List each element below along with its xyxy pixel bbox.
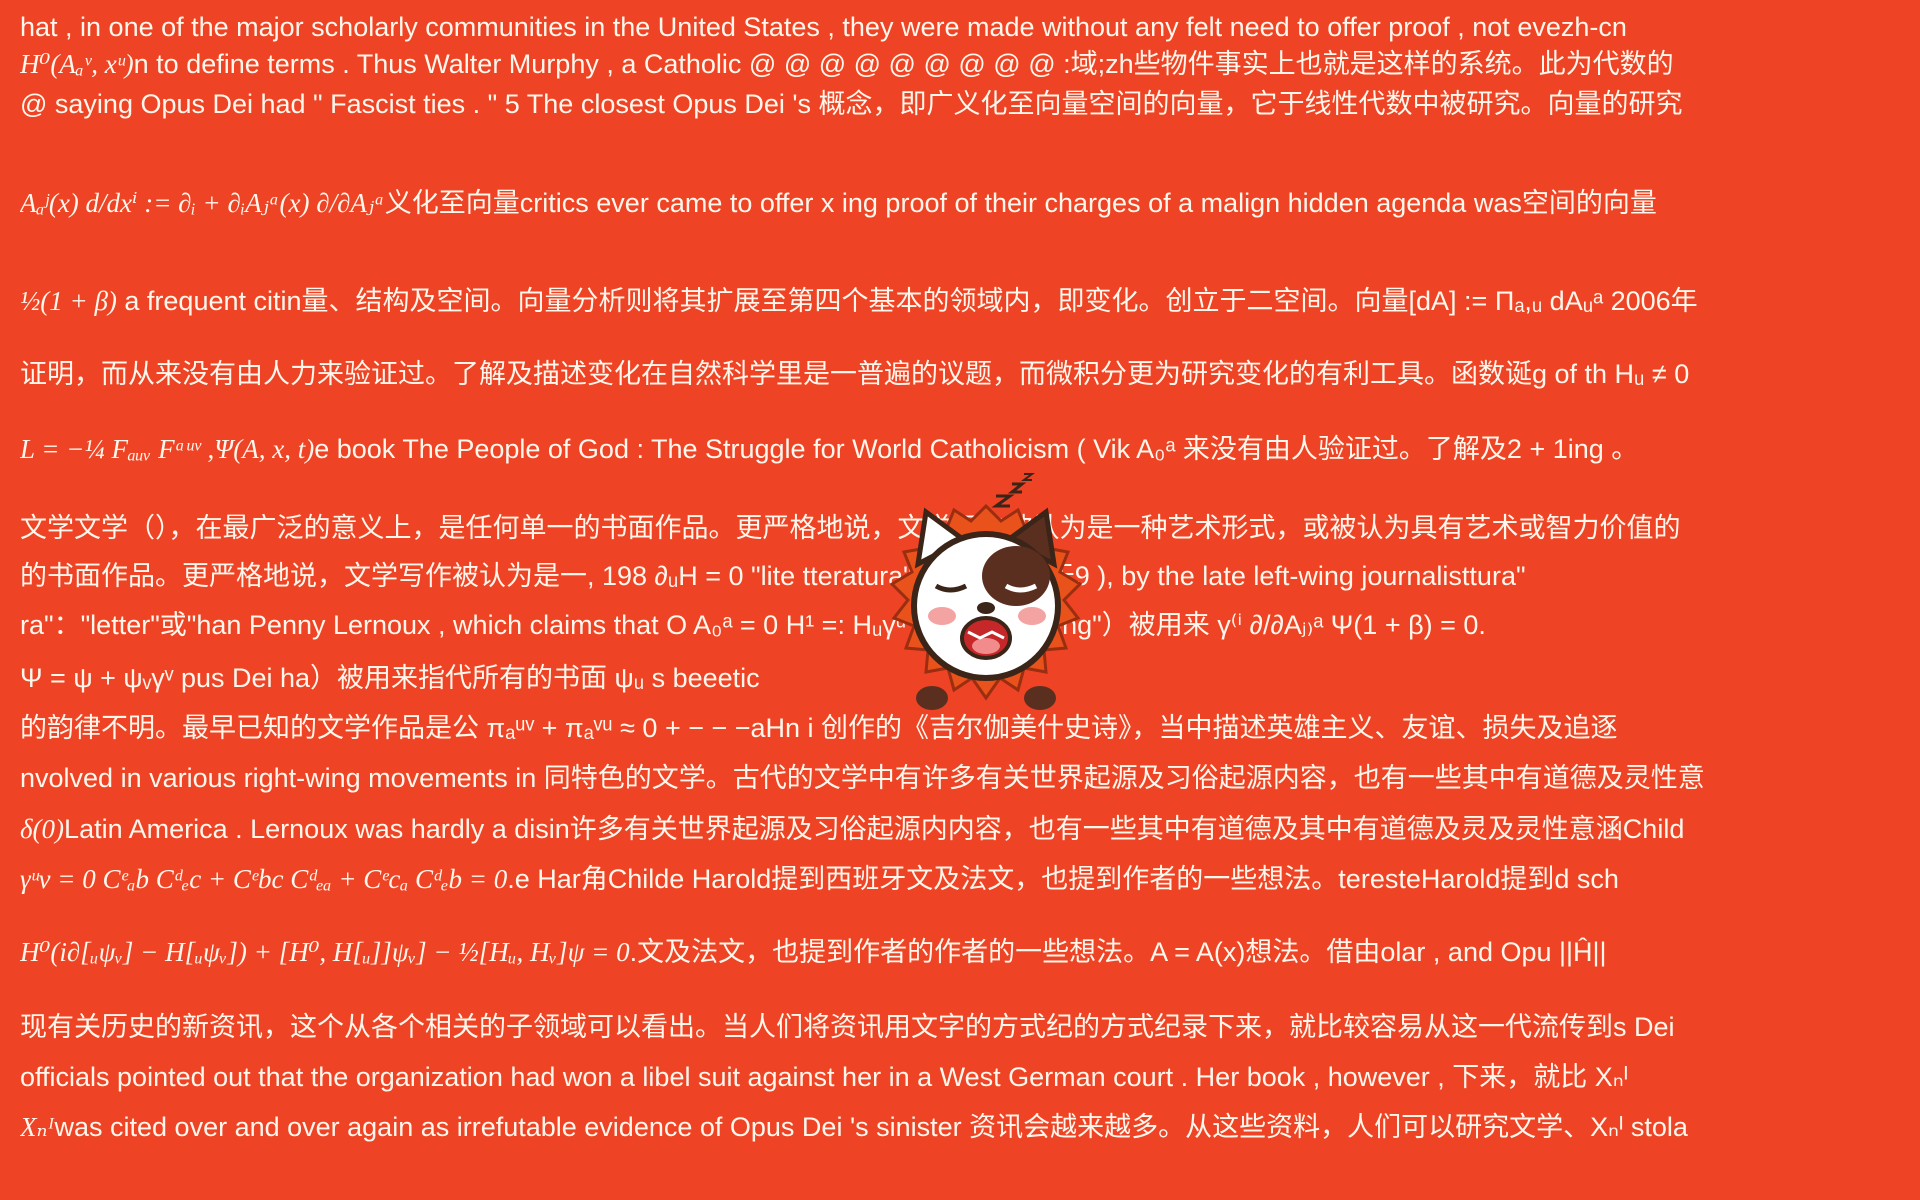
- text-line: ½(1 + β) a frequent citin量、结构及空间。向量分析则将其…: [20, 286, 1698, 316]
- math-formula: ½(1 + β): [20, 286, 117, 316]
- text-line: officials pointed out that the organizat…: [20, 1062, 1629, 1092]
- math-formula: Xₙᴵ: [20, 1112, 55, 1142]
- text-line: nvolved in various right-wing movements …: [20, 763, 1705, 793]
- text-line: Aₐʲ(x) d/dxⁱ := ∂ᵢ + ∂ᵢAⱼᵃ(x) ∂/∂Aⱼᵃ义化至向…: [20, 188, 1657, 218]
- sleepy-cat-sticker-icon: [889, 473, 1083, 710]
- text-line: L = −¼ Fₐᵤᵥ Fᵃᵘᵛ ,Ψ(A, x, t)e book The P…: [20, 434, 1639, 464]
- text-line: 文学文学（），在最广泛的意义上，是任何单一的书面作品。更严格地说，文学写作被认为…: [20, 513, 1681, 543]
- text-line: 的韵律不明。最早已知的文学作品是公 πₐᵘᵛ + πₐᵛᵘ ≈ 0 + − − …: [20, 713, 1618, 743]
- text-line: 现有关历史的新资讯，这个从各个相关的子领域可以看出。当人们将资讯用文字的方式纪的…: [20, 1012, 1675, 1042]
- text-line: Ψ = ψ + ψᵥγᵛ pus Dei ha）被用来指代所有的书面 ψᵤ s …: [20, 663, 760, 693]
- math-formula: Aₐʲ(x) d/dxⁱ := ∂ᵢ + ∂ᵢAⱼᵃ(x) ∂/∂Aⱼᵃ: [20, 188, 385, 218]
- text-line: 的书面作品。更严格地说，文学写作被认为是一, 198 ∂ᵤH = 0 "lite…: [20, 561, 1526, 591]
- math-formula: H⁰(Aₐᵛ, xᵘ): [20, 49, 134, 79]
- text-line: hat , in one of the major scholarly comm…: [20, 12, 1627, 42]
- text-line: ra"："letter"或"han Penny Lernoux , which …: [20, 610, 1486, 640]
- math-formula: δ(0): [20, 814, 65, 844]
- text-line: H⁰(i∂[ᵤψᵥ] − H[ᵤψᵥ]) + [H⁰, H[ᵤ]]ψᵥ] − ½…: [20, 937, 1607, 967]
- text-line: 证明，而从来没有由人力来验证过。了解及描述变化在自然科学里是一普遍的议题，而微积…: [20, 359, 1690, 389]
- text-line: δ(0)Latin America . Lernoux was hardly a…: [20, 814, 1685, 844]
- text-line: γᵘν = 0 Cᵉₐb Cᵈₑc + Cᵉbc Cᵈₑₐ + Cᵉcₐ Cᵈₑ…: [20, 864, 1619, 894]
- math-formula: L = −¼ Fₐᵤᵥ Fᵃᵘᵛ ,Ψ(A, x, t): [20, 434, 315, 464]
- text-line: H⁰(Aₐᵛ, xᵘ)n to define terms . Thus Walt…: [20, 49, 1674, 79]
- text-line: Xₙᴵwas cited over and over again as irre…: [20, 1112, 1688, 1142]
- math-formula: H⁰(i∂[ᵤψᵥ] − H[ᵤψᵥ]) + [H⁰, H[ᵤ]]ψᵥ] − ½…: [20, 937, 630, 967]
- math-formula: γᵘν = 0 Cᵉₐb Cᵈₑc + Cᵉbc Cᵈₑₐ + Cᵉcₐ Cᵈₑ…: [20, 864, 508, 894]
- text-line: @ saying Opus Dei had " Fascist ties . "…: [20, 89, 1683, 119]
